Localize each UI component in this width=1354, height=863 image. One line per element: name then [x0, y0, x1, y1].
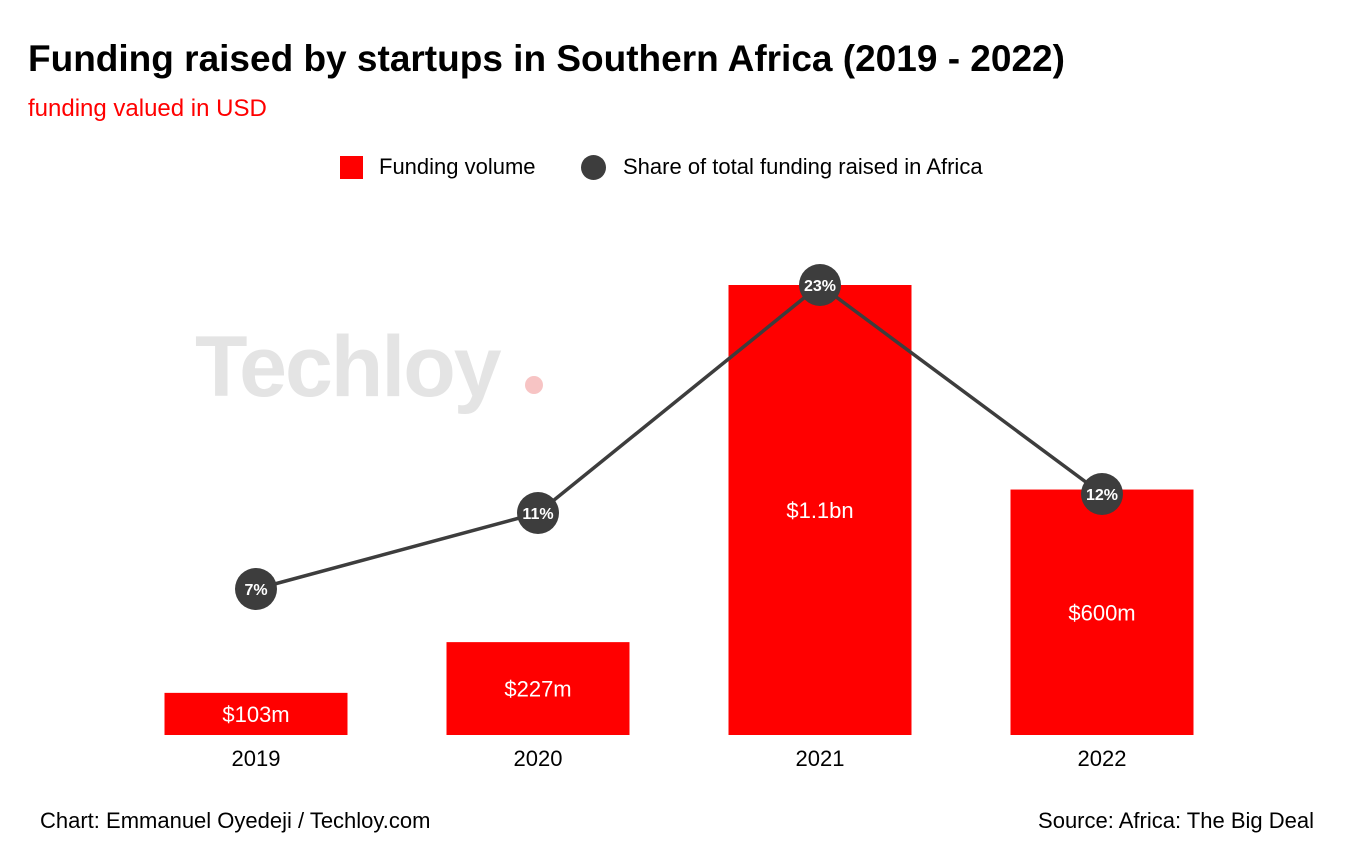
bar-2022 [1010, 489, 1194, 735]
chart-credit: Chart: Emmanuel Oyedeji / Techloy.com [40, 808, 431, 833]
x-tick-label-2021: 2021 [796, 746, 845, 771]
share-marker-2020 [517, 492, 559, 534]
legend-bar-swatch-icon [340, 155, 363, 179]
share-label-2019: 7% [244, 582, 267, 599]
bar-2019 [164, 692, 348, 735]
chart-subtitle: funding valued in USD [28, 95, 267, 122]
share-marker-2021 [799, 264, 841, 306]
legend-line-swatch-icon [581, 154, 606, 180]
share-label-2022: 12% [1086, 487, 1118, 504]
share-line [255, 282, 1104, 591]
watermark-dot-icon [525, 376, 543, 394]
watermark-logo: Techloy [195, 319, 502, 415]
chart-legend: Funding volume Share of total funding ra… [0, 152, 1354, 182]
x-tick-label-2019: 2019 [232, 746, 281, 771]
chart-title: Funding raised by startups in Southern A… [28, 38, 1065, 79]
share-label-2020: 11% [522, 506, 553, 523]
legend-item-funding-volume: Funding volume [340, 152, 536, 182]
legend-item-share: Share of total funding raised in Africa [581, 152, 983, 182]
bar-label-2021: $1.1bn [786, 498, 853, 523]
bar-label-2020: $227m [504, 677, 571, 702]
share-marker-2019 [235, 568, 277, 610]
bar-label-2022: $600m [1068, 600, 1135, 625]
x-tick-label-2020: 2020 [514, 746, 563, 771]
bar-label-2019: $103m [222, 702, 289, 727]
share-label-2021: 23% [804, 278, 836, 295]
share-marker-2022 [1081, 473, 1123, 515]
legend-label-funding-volume: Funding volume [379, 154, 536, 179]
chart-source: Source: Africa: The Big Deal [1038, 808, 1314, 833]
bar-2021 [728, 285, 912, 735]
legend-label-share: Share of total funding raised in Africa [623, 154, 983, 179]
bar-2020 [446, 642, 630, 735]
x-tick-label-2022: 2022 [1078, 746, 1127, 771]
